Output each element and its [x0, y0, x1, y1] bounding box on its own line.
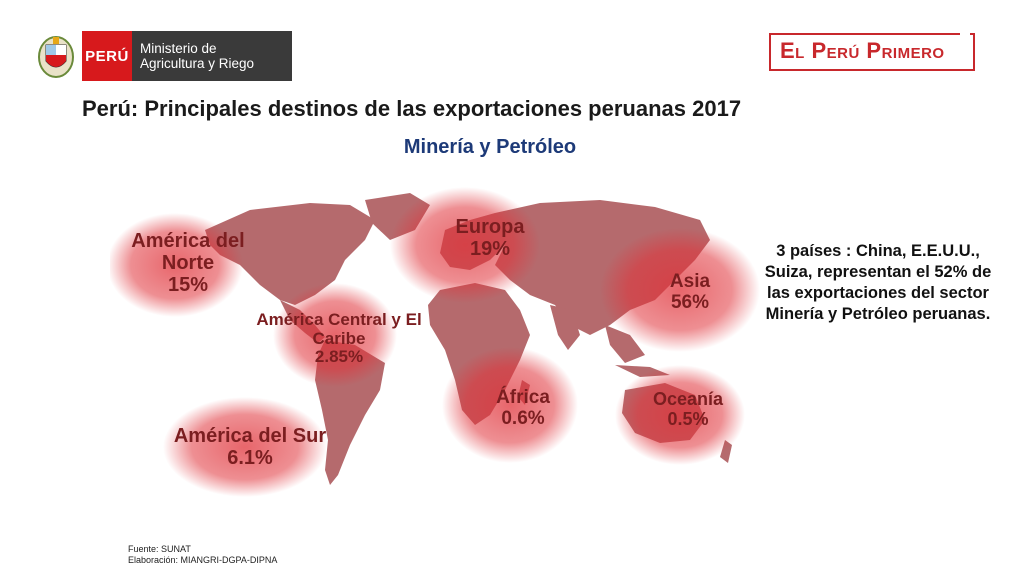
- peru-label: PERÚ: [82, 31, 132, 81]
- ministry-label: Ministerio de Agricultura y Riego: [132, 31, 292, 81]
- region-value: 2.85%: [314, 347, 364, 367]
- region-value: 6.1%: [227, 447, 273, 469]
- page-title: Perú: Principales destinos de las export…: [82, 96, 742, 121]
- region-africa: África 0.6%: [478, 387, 568, 430]
- coat-of-arms-icon: [38, 36, 74, 78]
- region-oceania: Oceanía 0.5%: [638, 389, 738, 430]
- page-subtitle: Minería y Petróleo: [403, 136, 577, 158]
- brand-logo: El Perú Primero: [768, 32, 976, 72]
- region-value: 56%: [670, 291, 710, 313]
- region-europe: Europa 19%: [430, 216, 550, 260]
- region-name: Asia: [669, 271, 711, 292]
- elaboration-line: Elaboración: MIANGRI-DGPA-DIPNA: [128, 555, 278, 565]
- region-name: Oceanía: [652, 389, 724, 409]
- side-note: 3 países : China, E.E.U.U., Suiza, repre…: [764, 242, 992, 323]
- region-name: América del Sur: [173, 425, 327, 447]
- region-value: 15%: [167, 274, 209, 296]
- brand-text: El Perú Primero: [780, 38, 945, 63]
- world-map: [110, 187, 760, 497]
- region-north-america: América del Norte 15%: [118, 230, 258, 296]
- region-highlights: [110, 187, 760, 497]
- ministry-logo: PERÚ Ministerio de Agricultura y Riego: [36, 30, 292, 82]
- region-name: África: [496, 387, 550, 408]
- region-name: Europa: [455, 216, 525, 238]
- region-south-america: América del Sur 6.1%: [160, 425, 340, 469]
- region-name: América Central y El Caribe: [256, 310, 422, 348]
- region-asia: Asia 56%: [640, 271, 740, 314]
- region-value: 0.6%: [501, 407, 545, 429]
- region-central-america: América Central y El Caribe 2.85%: [256, 310, 422, 367]
- region-value: 19%: [469, 238, 511, 260]
- region-name: América del Norte: [131, 230, 245, 274]
- region-value: 0.5%: [667, 408, 709, 429]
- brand-frame-icon: [769, 33, 975, 71]
- source-line: Fuente: SUNAT: [128, 544, 191, 554]
- source-note: Fuente: SUNAT Elaboración: MIANGRI-DGPA-…: [128, 544, 277, 566]
